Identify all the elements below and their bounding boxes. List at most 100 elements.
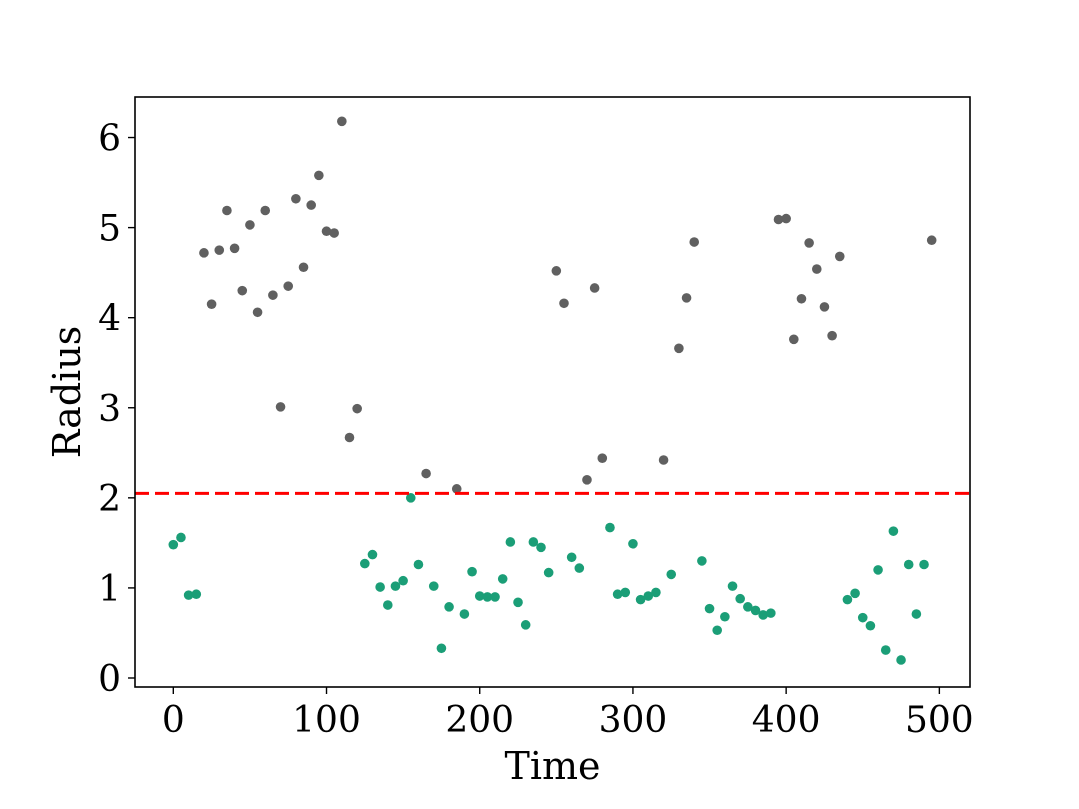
data-point bbox=[804, 238, 814, 248]
data-point bbox=[245, 220, 255, 230]
data-point bbox=[329, 228, 339, 238]
x-tick-label: 200 bbox=[445, 700, 514, 741]
plot-marks bbox=[168, 116, 937, 665]
data-point bbox=[750, 605, 761, 616]
data-point bbox=[382, 600, 393, 610]
data-point bbox=[474, 591, 485, 601]
data-point bbox=[566, 552, 577, 563]
data-point bbox=[559, 298, 569, 309]
data-point bbox=[873, 565, 883, 575]
data-point bbox=[260, 205, 271, 216]
data-point bbox=[467, 566, 477, 577]
data-point bbox=[612, 589, 623, 600]
data-point bbox=[268, 290, 278, 300]
data-point bbox=[773, 214, 784, 225]
data-point bbox=[291, 193, 301, 204]
data-point bbox=[237, 285, 248, 296]
data-point bbox=[337, 116, 347, 127]
data-point bbox=[911, 609, 922, 619]
data-point bbox=[743, 602, 753, 612]
data-point bbox=[597, 453, 608, 464]
data-point bbox=[574, 563, 585, 573]
data-point bbox=[712, 625, 723, 636]
data-point bbox=[720, 611, 730, 622]
y-tick-label: 4 bbox=[98, 299, 121, 340]
data-point bbox=[367, 549, 378, 560]
data-point bbox=[405, 493, 416, 503]
data-point bbox=[536, 542, 546, 553]
data-point bbox=[505, 537, 516, 547]
data-point bbox=[298, 262, 309, 273]
data-point bbox=[766, 608, 776, 618]
data-point bbox=[191, 589, 202, 600]
data-point bbox=[352, 403, 362, 414]
data-point bbox=[306, 200, 316, 210]
data-point bbox=[360, 558, 370, 569]
data-point bbox=[283, 281, 294, 291]
x-tick-label: 400 bbox=[752, 700, 821, 741]
data-point bbox=[314, 170, 324, 181]
data-point bbox=[413, 559, 424, 570]
x-tick-label: 100 bbox=[292, 700, 361, 741]
data-point bbox=[727, 581, 738, 591]
data-point bbox=[344, 432, 355, 443]
data-point bbox=[888, 526, 899, 536]
y-tick-label: 5 bbox=[98, 209, 121, 250]
data-point bbox=[451, 484, 462, 494]
axis-ticks: 0 100 200 300 400 500 0 1 2 3 4 5 6 bbox=[98, 119, 974, 741]
data-point bbox=[689, 237, 700, 247]
data-point bbox=[459, 609, 470, 619]
data-point bbox=[482, 592, 493, 602]
data-point bbox=[666, 569, 677, 580]
data-point bbox=[919, 559, 929, 570]
data-point bbox=[214, 245, 225, 255]
data-point bbox=[735, 593, 745, 604]
x-tick-label: 500 bbox=[905, 700, 974, 741]
data-point bbox=[896, 655, 906, 665]
data-point bbox=[620, 587, 631, 598]
data-point bbox=[628, 538, 638, 549]
data-point bbox=[513, 597, 523, 608]
data-point bbox=[857, 612, 868, 623]
data-point bbox=[183, 590, 194, 600]
data-point bbox=[428, 581, 439, 591]
data-point bbox=[658, 455, 669, 465]
data-point bbox=[681, 293, 692, 303]
data-point bbox=[697, 556, 707, 566]
data-point bbox=[390, 581, 401, 591]
data-point bbox=[926, 235, 937, 246]
data-point bbox=[199, 248, 209, 258]
data-point bbox=[543, 567, 554, 578]
data-point bbox=[421, 468, 431, 479]
data-point bbox=[275, 402, 286, 412]
x-tick-label: 300 bbox=[599, 700, 668, 741]
data-point bbox=[375, 582, 385, 592]
data-point bbox=[168, 539, 179, 550]
data-point bbox=[758, 610, 768, 620]
data-point bbox=[781, 213, 791, 224]
y-tick-label: 6 bbox=[98, 119, 121, 160]
data-point bbox=[704, 603, 715, 614]
data-point bbox=[842, 594, 853, 605]
data-point bbox=[490, 592, 500, 602]
data-point bbox=[589, 283, 600, 293]
y-tick-label: 1 bbox=[98, 569, 121, 610]
data-point bbox=[436, 643, 447, 654]
data-point bbox=[643, 591, 654, 601]
y-tick-label: 0 bbox=[98, 659, 121, 700]
data-point bbox=[827, 330, 837, 341]
data-point bbox=[222, 205, 232, 216]
data-point bbox=[520, 620, 531, 630]
data-point bbox=[252, 307, 263, 318]
data-point bbox=[796, 293, 807, 304]
data-point bbox=[880, 645, 891, 655]
data-point bbox=[651, 587, 661, 598]
data-point bbox=[229, 243, 240, 254]
data-point bbox=[674, 343, 684, 354]
data-point bbox=[551, 266, 562, 276]
data-point bbox=[398, 575, 408, 586]
data-point bbox=[811, 264, 822, 274]
data-point bbox=[444, 602, 454, 612]
data-point bbox=[903, 559, 914, 570]
